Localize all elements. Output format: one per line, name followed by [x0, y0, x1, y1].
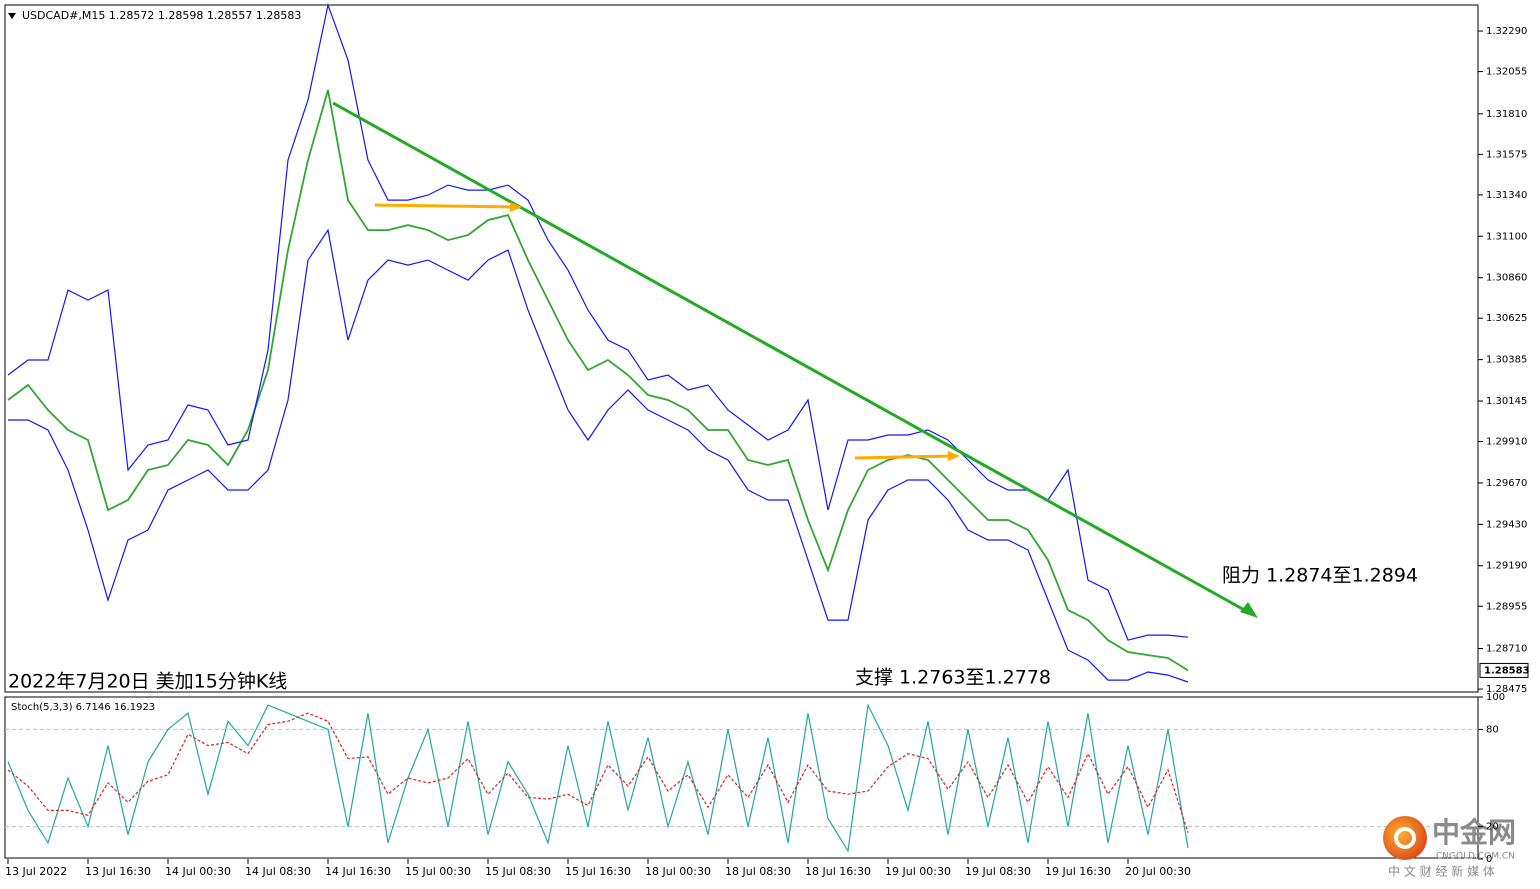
y-tick-label: 80	[1486, 724, 1499, 735]
y-tick-label: 1.30860	[1486, 273, 1527, 284]
y-tick-label: 1.28475	[1486, 684, 1527, 695]
x-tick-label: 13 Jul 2022	[5, 865, 67, 878]
annotation: 2022年7月20日 美加15分钟K线	[8, 671, 287, 693]
main-panel	[4, 4, 1479, 693]
support-line	[854, 454, 954, 460]
x-tick-label: 20 Jul 00:30	[1125, 865, 1191, 878]
x-tick-label: 19 Jul 08:30	[965, 865, 1031, 878]
logo-domain: CNGOLD.COM.CN	[1436, 852, 1515, 862]
y-tick-label: 20	[1486, 822, 1499, 833]
x-tick-label: 13 Jul 16:30	[85, 865, 151, 878]
x-tick-label: 14 Jul 08:30	[245, 865, 311, 878]
header-arrow	[8, 13, 16, 19]
resistance-arrow	[510, 202, 522, 212]
x-tick-label: 19 Jul 00:30	[885, 865, 951, 878]
resistance-line	[374, 203, 516, 209]
y-tick-label: 1.30385	[1486, 355, 1527, 366]
annotation: 支撑 1.2763至1.2778	[855, 667, 1051, 689]
y-tick-label: 1.28955	[1486, 601, 1527, 612]
drawings	[332, 101, 1258, 618]
stoch-title: Stoch(5,3,3) 6.7146 16.1923	[11, 702, 155, 713]
stoch-panel	[4, 696, 1479, 859]
y-tick-label: 1.29190	[1486, 561, 1527, 572]
y-tick-label: 1.31340	[1486, 190, 1527, 201]
y-tick-label: 1.29910	[1486, 437, 1527, 448]
y-tick-label: 1.31810	[1486, 109, 1527, 120]
series-line	[8, 228, 1189, 683]
logo-tagline: 中 文 财 经 新 媒 体	[1388, 864, 1495, 879]
y-tick-label: 1.30145	[1486, 396, 1527, 407]
last-price-box	[1479, 662, 1529, 678]
y-tick-label: 1.29670	[1486, 478, 1527, 489]
y-tick-label: 1.32055	[1486, 67, 1527, 78]
x-tick-label: 19 Jul 16:30	[1045, 865, 1111, 878]
x-tick-label: 15 Jul 16:30	[565, 865, 631, 878]
chart-title: USDCAD#,M15 1.28572 1.28598 1.28557 1.28…	[22, 9, 301, 22]
y-tick-label: 1.32290	[1486, 26, 1527, 37]
series-line	[7, 703, 1189, 853]
y-tick-label: 1.31100	[1486, 231, 1527, 242]
series-line	[7, 2, 1189, 641]
logo-icon	[1383, 816, 1427, 860]
y-tick-label: 100	[1486, 692, 1505, 703]
trend-line	[332, 101, 1249, 614]
trend-arrow	[1240, 602, 1258, 618]
x-tick-label: 14 Jul 16:30	[325, 865, 391, 878]
x-tick-label: 14 Jul 00:30	[165, 865, 231, 878]
y-tick-label: 1.30625	[1486, 313, 1527, 324]
logo-icon-ring	[1394, 827, 1416, 849]
x-tick-label: 18 Jul 08:30	[725, 865, 791, 878]
annotation: 阻力 1.2874至1.2894	[1222, 565, 1418, 587]
series-line	[7, 89, 1189, 672]
x-tick-label: 18 Jul 16:30	[805, 865, 871, 878]
last-price-label: 1.28583	[1484, 665, 1530, 676]
y-tick-label: 1.28710	[1486, 644, 1527, 655]
logo-name: 中金网	[1432, 816, 1516, 849]
x-tick-label: 15 Jul 00:30	[405, 865, 471, 878]
x-tick-label: 15 Jul 08:30	[485, 865, 551, 878]
series-line	[7, 712, 1189, 833]
support-arrow	[948, 451, 960, 461]
x-tick-label: 18 Jul 00:30	[645, 865, 711, 878]
y-tick-label: 1.31575	[1486, 149, 1527, 160]
y-tick-label: 0	[1486, 854, 1492, 865]
y-tick-label: 1.29430	[1486, 519, 1527, 530]
